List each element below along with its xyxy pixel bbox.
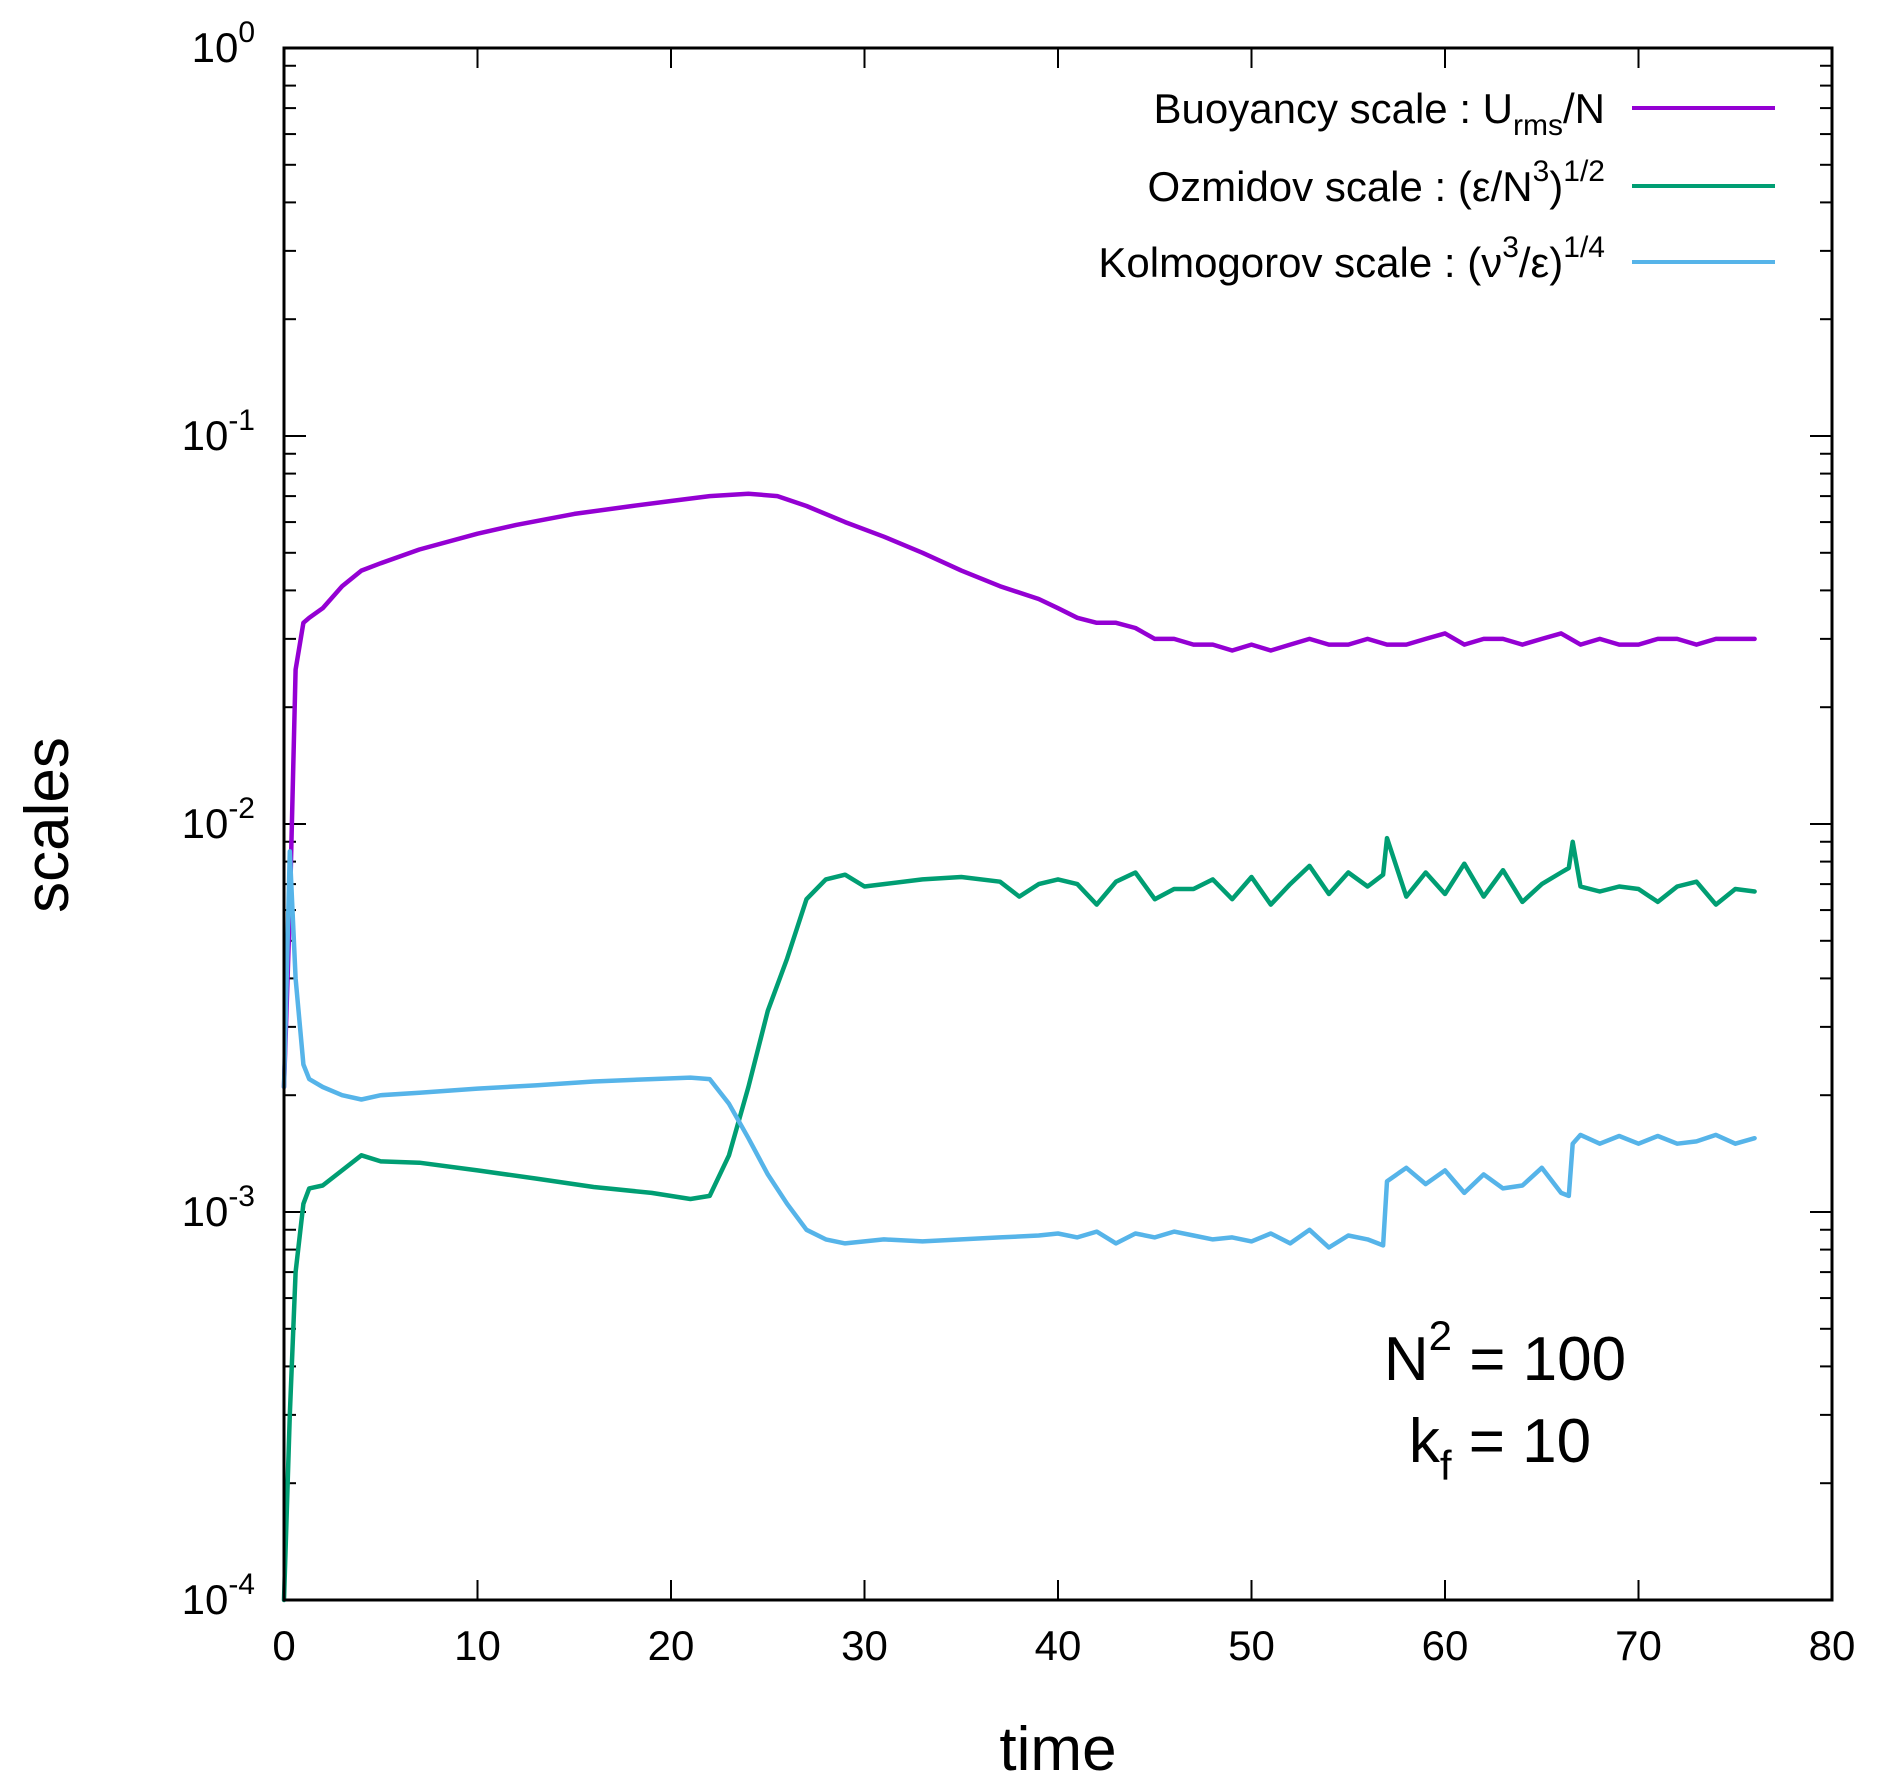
x-tick-label: 50 (1228, 1622, 1275, 1669)
legend: Buoyancy scale : Urms/N Ozmidov scale : (… (1098, 85, 1775, 286)
y-tick-label: 100 (192, 16, 255, 71)
x-tick-label: 80 (1809, 1622, 1856, 1669)
y-tick-label: 10-2 (182, 792, 255, 847)
plot-frame (282, 46, 1834, 1602)
x-tick-label: 70 (1615, 1622, 1662, 1669)
y-tick-label: 10-1 (182, 404, 255, 459)
series-line-kolmogorov-scale (281, 849, 1757, 1250)
y-tick-label: 10-3 (182, 1180, 255, 1235)
tick-labels: 0 10 20 30 40 50 60 70 80 100 10-1 10-2 10-3 10-4 (182, 16, 1856, 1669)
y-axis-label: scales (13, 737, 82, 913)
series-layer (281, 491, 1757, 1603)
x-axis-label: time (999, 1715, 1116, 1784)
x-tick-label: 30 (841, 1622, 888, 1669)
x-tick-label: 20 (648, 1622, 695, 1669)
x-tick-label: 60 (1422, 1622, 1469, 1669)
x-tick-label: 10 (454, 1622, 501, 1669)
axis-ticks (283, 47, 1833, 1601)
legend-label: Kolmogorov scale : (ν3/ε)1/4 (1098, 231, 1605, 286)
series-line-buoyancy-scale (281, 491, 1757, 1090)
legend-label: Ozmidov scale : (ε/N3)1/2 (1147, 155, 1605, 210)
series-line-ozmidov-scale (281, 835, 1757, 1603)
x-tick-label: 40 (1035, 1622, 1082, 1669)
annotation-n-squared: N2 = 100 (1384, 1312, 1626, 1394)
y-tick-label: 10-4 (182, 1568, 255, 1623)
annotation: N2 = 100 kf = 10 (1384, 1312, 1626, 1489)
legend-label: Buoyancy scale : Urms/N (1154, 85, 1606, 142)
x-tick-label: 0 (272, 1622, 295, 1669)
annotation-kf: kf = 10 (1409, 1407, 1591, 1489)
